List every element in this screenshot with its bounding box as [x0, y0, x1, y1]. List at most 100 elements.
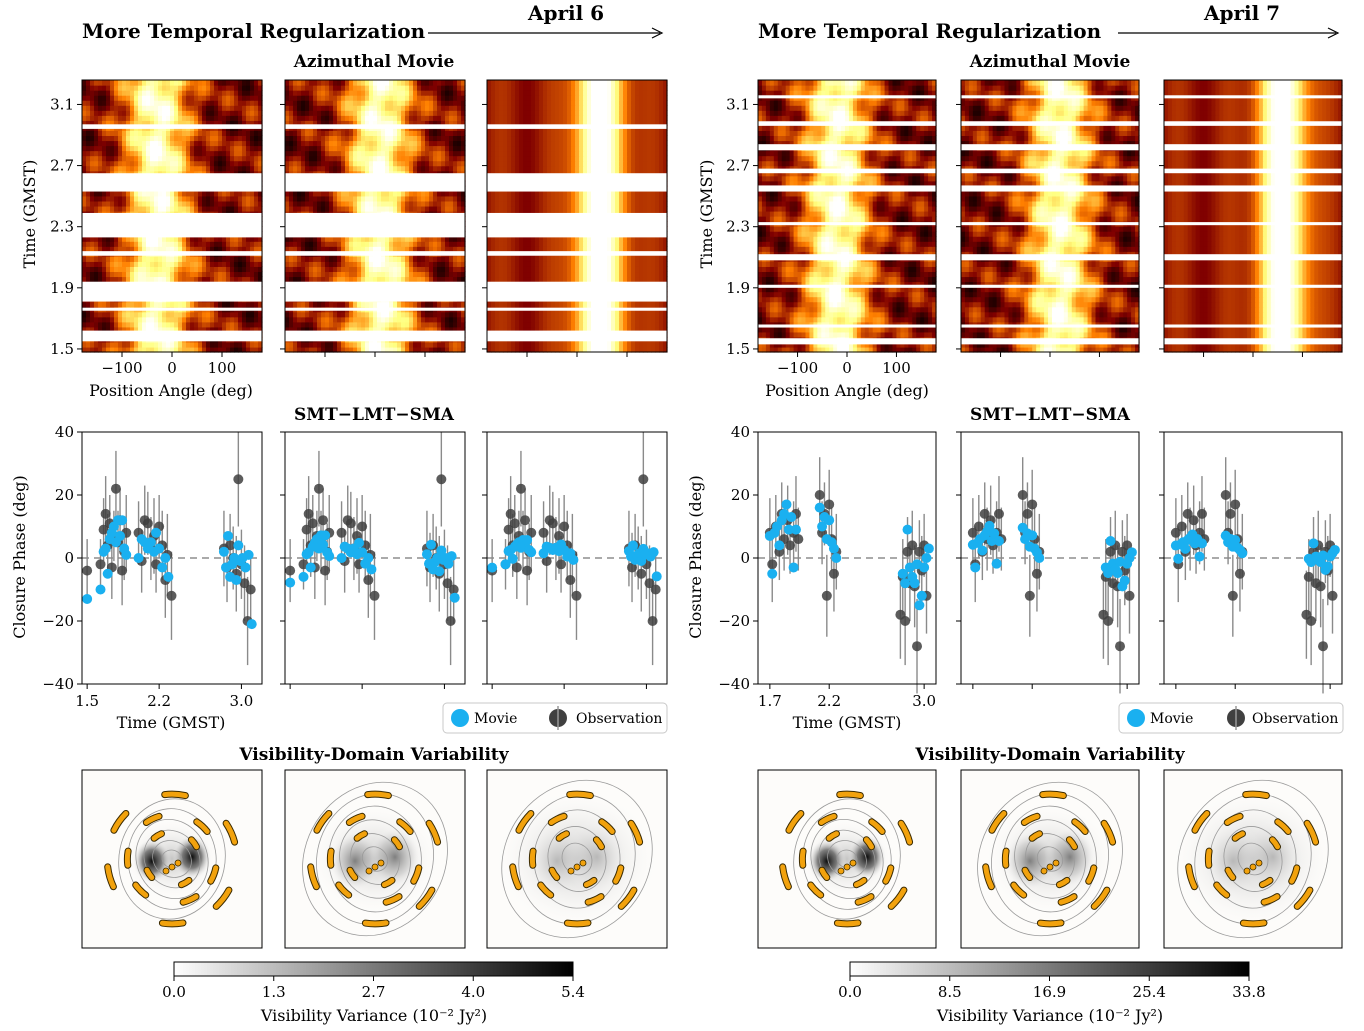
heatmap-cell — [102, 160, 107, 167]
heatmap-cell — [425, 266, 430, 273]
heatmap-cell — [397, 90, 402, 96]
heatmap-cell — [433, 316, 438, 323]
heatmap-cell — [365, 246, 370, 252]
heatmap-cell — [425, 120, 430, 126]
heatmap-cell — [453, 256, 458, 262]
heatmap-cell — [401, 195, 406, 202]
heatmap-cell — [146, 85, 151, 91]
heatmap-cell — [126, 236, 131, 242]
heatmap-cell — [134, 316, 139, 323]
heatmap-cell — [445, 155, 450, 162]
heatmap-cell — [373, 236, 378, 242]
heatmap-cell — [453, 85, 458, 91]
heatmap-cell — [385, 85, 390, 91]
heatmap-cell — [453, 80, 458, 86]
heatmap-cell — [349, 241, 354, 247]
heatmap-cell — [289, 165, 294, 172]
heatmap-cell — [138, 236, 143, 242]
heatmap-cell — [134, 110, 139, 116]
heatmap-cell — [345, 190, 350, 197]
heatmap-cell — [385, 256, 390, 262]
heatmap-cell — [309, 261, 314, 267]
heatmap-cell — [130, 100, 135, 106]
heatmap-cell — [106, 110, 111, 116]
heatmap-cell — [365, 100, 370, 106]
heatmap-cell — [202, 110, 207, 116]
heatmap-cell — [333, 90, 338, 96]
heatmap-cell — [385, 155, 390, 162]
heatmap-cell — [361, 135, 366, 142]
heatmap-cell — [417, 346, 422, 353]
heatmap-cell — [162, 311, 167, 318]
heatmap-cell — [150, 85, 155, 91]
heatmap-cell — [433, 271, 438, 278]
heatmap-cell — [301, 85, 306, 91]
heatmap-cell — [381, 115, 386, 121]
heatmap-cell — [429, 85, 434, 91]
heatmap-cell — [317, 261, 322, 267]
heatmap-cell — [150, 95, 155, 101]
heatmap-cell — [349, 311, 354, 318]
heatmap-cell — [238, 301, 243, 308]
heatmap-cell — [397, 276, 402, 283]
heatmap-cell — [210, 135, 215, 142]
heatmap-cell — [317, 140, 322, 147]
heatmap-cell — [90, 266, 95, 273]
heatmap-cell — [377, 165, 382, 172]
heatmap-cell — [361, 246, 366, 252]
heatmap-cell — [445, 80, 450, 86]
heatmap-cell — [409, 80, 414, 86]
heatmap-cell — [397, 195, 402, 202]
heatmap-cell — [349, 205, 354, 212]
heatmap-cell — [134, 261, 139, 267]
heatmap-cell — [158, 140, 163, 147]
heatmap-cell — [242, 135, 247, 142]
heatmap-cell — [393, 205, 398, 212]
heatmap-cell — [453, 311, 458, 318]
heatmap-cell — [441, 341, 446, 348]
heatmap-cell — [289, 110, 294, 116]
data-gap — [285, 251, 465, 256]
heatmap-cell — [126, 90, 131, 96]
heatmap-cell — [94, 261, 99, 267]
heatmap-cell — [166, 110, 171, 116]
heatmap-cell — [102, 236, 107, 242]
heatmap-cell — [449, 261, 454, 267]
heatmap-cell — [94, 80, 99, 86]
heatmap-cell — [234, 85, 239, 91]
heatmap-cell — [285, 80, 290, 86]
heatmap-cell — [433, 346, 438, 353]
heatmap-cell — [345, 236, 350, 242]
heatmap-cell — [353, 346, 358, 353]
heatmap-cell — [353, 155, 358, 162]
heatmap-cell — [186, 326, 191, 333]
heatmap-cell — [457, 241, 462, 247]
heatmap-cell — [357, 261, 362, 267]
heatmap-cell — [353, 110, 358, 116]
heatmap-cell — [82, 115, 87, 121]
heatmap-cell — [413, 195, 418, 202]
heatmap-cell — [417, 115, 422, 121]
heatmap-cell — [385, 205, 390, 212]
heatmap-cell — [393, 341, 398, 348]
heatmap-cell — [190, 256, 195, 262]
heatmap-cell — [190, 160, 195, 167]
heatmap-cell — [457, 236, 462, 242]
heatmap-cell — [210, 241, 215, 247]
heatmap-cell — [317, 321, 322, 328]
heatmap-cell — [313, 100, 318, 106]
heatmap-cell — [170, 155, 175, 162]
heatmap-cell — [341, 301, 346, 308]
heatmap-cell — [98, 80, 103, 86]
heatmap-cell — [170, 316, 175, 323]
heatmap-cell — [461, 301, 466, 308]
heatmap-cell — [305, 346, 310, 353]
heatmap-cell — [186, 130, 191, 137]
heatmap-cell — [385, 271, 390, 278]
heatmap-cell — [130, 200, 135, 207]
heatmap-cell — [110, 266, 115, 273]
heatmap-cell — [461, 241, 466, 247]
heatmap-cell — [194, 316, 199, 323]
heatmap-cell — [437, 165, 442, 172]
